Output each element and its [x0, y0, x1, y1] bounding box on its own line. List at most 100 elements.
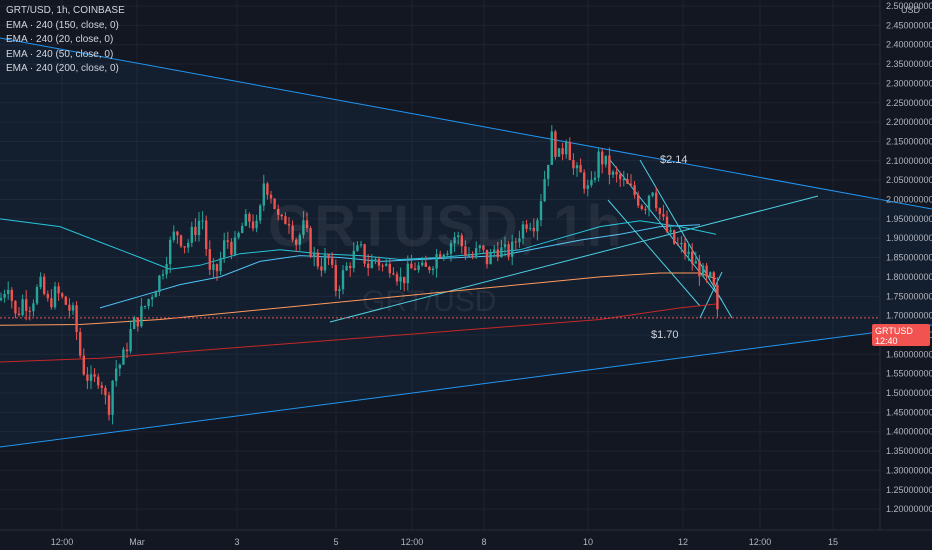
indicator-ema-50[interactable]: EMA · 240 (50, close, 0)	[6, 48, 114, 60]
time-tick-label: 8	[481, 537, 486, 547]
candle-body	[201, 220, 204, 222]
candle-body	[230, 241, 233, 255]
ema-line	[99, 224, 701, 309]
candle-body	[655, 192, 658, 209]
candle-body	[593, 177, 597, 180]
candle-body	[579, 165, 582, 173]
candle-body	[565, 142, 568, 155]
time-axis: 12:00 Mar 3 5 12:00 8 10 12 12:00 15	[51, 537, 838, 547]
price-tick-label: 1.95000000	[886, 214, 932, 224]
time-tick-label: 12	[678, 537, 688, 547]
candle-body	[406, 263, 409, 284]
candle-body	[86, 374, 89, 381]
candle-body	[298, 234, 301, 245]
candle-body	[500, 247, 503, 258]
candle-body	[273, 198, 276, 209]
symbol-watermark-sub: GRT/USD	[362, 285, 497, 318]
candle-body	[93, 374, 96, 377]
trendline	[607, 199, 701, 307]
candle-body	[89, 374, 93, 381]
candle-body	[82, 355, 85, 375]
currency-label[interactable]: USD	[900, 5, 920, 15]
candles	[0, 125, 719, 425]
candle-body	[539, 201, 543, 221]
indicator-ema-200[interactable]: EMA · 240 (200, close, 0)	[6, 63, 119, 75]
price-tick-label: 1.20000000	[886, 504, 932, 514]
candle-body	[287, 224, 291, 226]
candle-body	[377, 258, 381, 266]
candle-body	[363, 244, 366, 264]
candle-body	[39, 276, 42, 288]
candle-body	[118, 364, 121, 369]
candle-body	[601, 151, 604, 165]
candle-body	[557, 148, 561, 157]
candle-body	[691, 251, 694, 264]
candle-body	[35, 287, 39, 304]
candle-body	[367, 263, 370, 269]
last-price-countdown: 12:40	[875, 336, 898, 346]
candle-body	[640, 205, 643, 210]
candle-body	[662, 214, 665, 217]
candle-body	[323, 254, 327, 271]
price-tick-label: 2.05000000	[886, 175, 932, 185]
candle-body	[161, 274, 165, 276]
symbol-title[interactable]: GRT/USD, 1h, COINBASE	[6, 5, 125, 16]
price-tick-label: 1.70000000	[886, 311, 932, 321]
candle-body	[493, 249, 496, 253]
candle-body	[435, 254, 438, 269]
candle-body	[7, 289, 10, 294]
candle-body	[410, 263, 413, 269]
time-tick-label: 15	[828, 537, 838, 547]
candle-body	[532, 227, 535, 232]
candle-body	[687, 251, 690, 255]
candle-body	[237, 233, 240, 238]
trendline	[0, 37, 932, 210]
price-tick-label: 2.00000000	[886, 195, 932, 205]
candle-body	[485, 249, 489, 265]
indicator-ema-150[interactable]: EMA · 240 (150, close, 0)	[6, 19, 119, 31]
candle-body	[611, 171, 615, 175]
candle-body	[233, 237, 237, 255]
candle-body	[521, 224, 525, 239]
candle-body	[658, 208, 661, 215]
candle-body	[309, 228, 312, 257]
candle-body	[125, 349, 129, 352]
ema-line	[0, 303, 717, 363]
price-tick-label: 2.30000000	[886, 78, 932, 88]
price-tick-label: 1.50000000	[886, 388, 932, 398]
candle-body	[633, 185, 636, 195]
candle-body	[269, 194, 273, 199]
price-tick-label: 1.45000000	[886, 407, 932, 417]
price-tick-label: 1.80000000	[886, 272, 932, 282]
price-tick-label: 1.25000000	[886, 485, 932, 495]
candle-body	[496, 249, 499, 258]
candle-body	[446, 253, 449, 255]
candle-body	[503, 244, 507, 248]
candle-body	[464, 246, 467, 256]
candle-body	[449, 243, 453, 254]
candle-body	[143, 306, 147, 308]
candle-body	[568, 142, 571, 160]
indicator-ema-20[interactable]: EMA · 240 (20, close, 0)	[6, 34, 114, 46]
candle-body	[215, 264, 219, 272]
candle-body	[262, 183, 265, 206]
candle-body	[226, 240, 229, 242]
candle-body	[147, 299, 150, 307]
candle-body	[525, 224, 528, 229]
candle-body	[259, 205, 262, 221]
candle-body	[428, 266, 431, 271]
time-tick-label: 12:00	[51, 537, 74, 547]
price-tick-label: 1.90000000	[886, 233, 932, 243]
candle-body	[212, 264, 215, 270]
candle-body	[280, 214, 283, 217]
candle-body	[439, 254, 442, 258]
candle-body	[129, 328, 132, 352]
trendlines	[0, 37, 932, 448]
candle-body	[151, 297, 154, 300]
ema-lines	[0, 218, 717, 363]
candle-body	[244, 214, 247, 226]
candle-body	[208, 249, 211, 270]
candle-body	[356, 245, 359, 251]
candle-body	[651, 192, 654, 196]
